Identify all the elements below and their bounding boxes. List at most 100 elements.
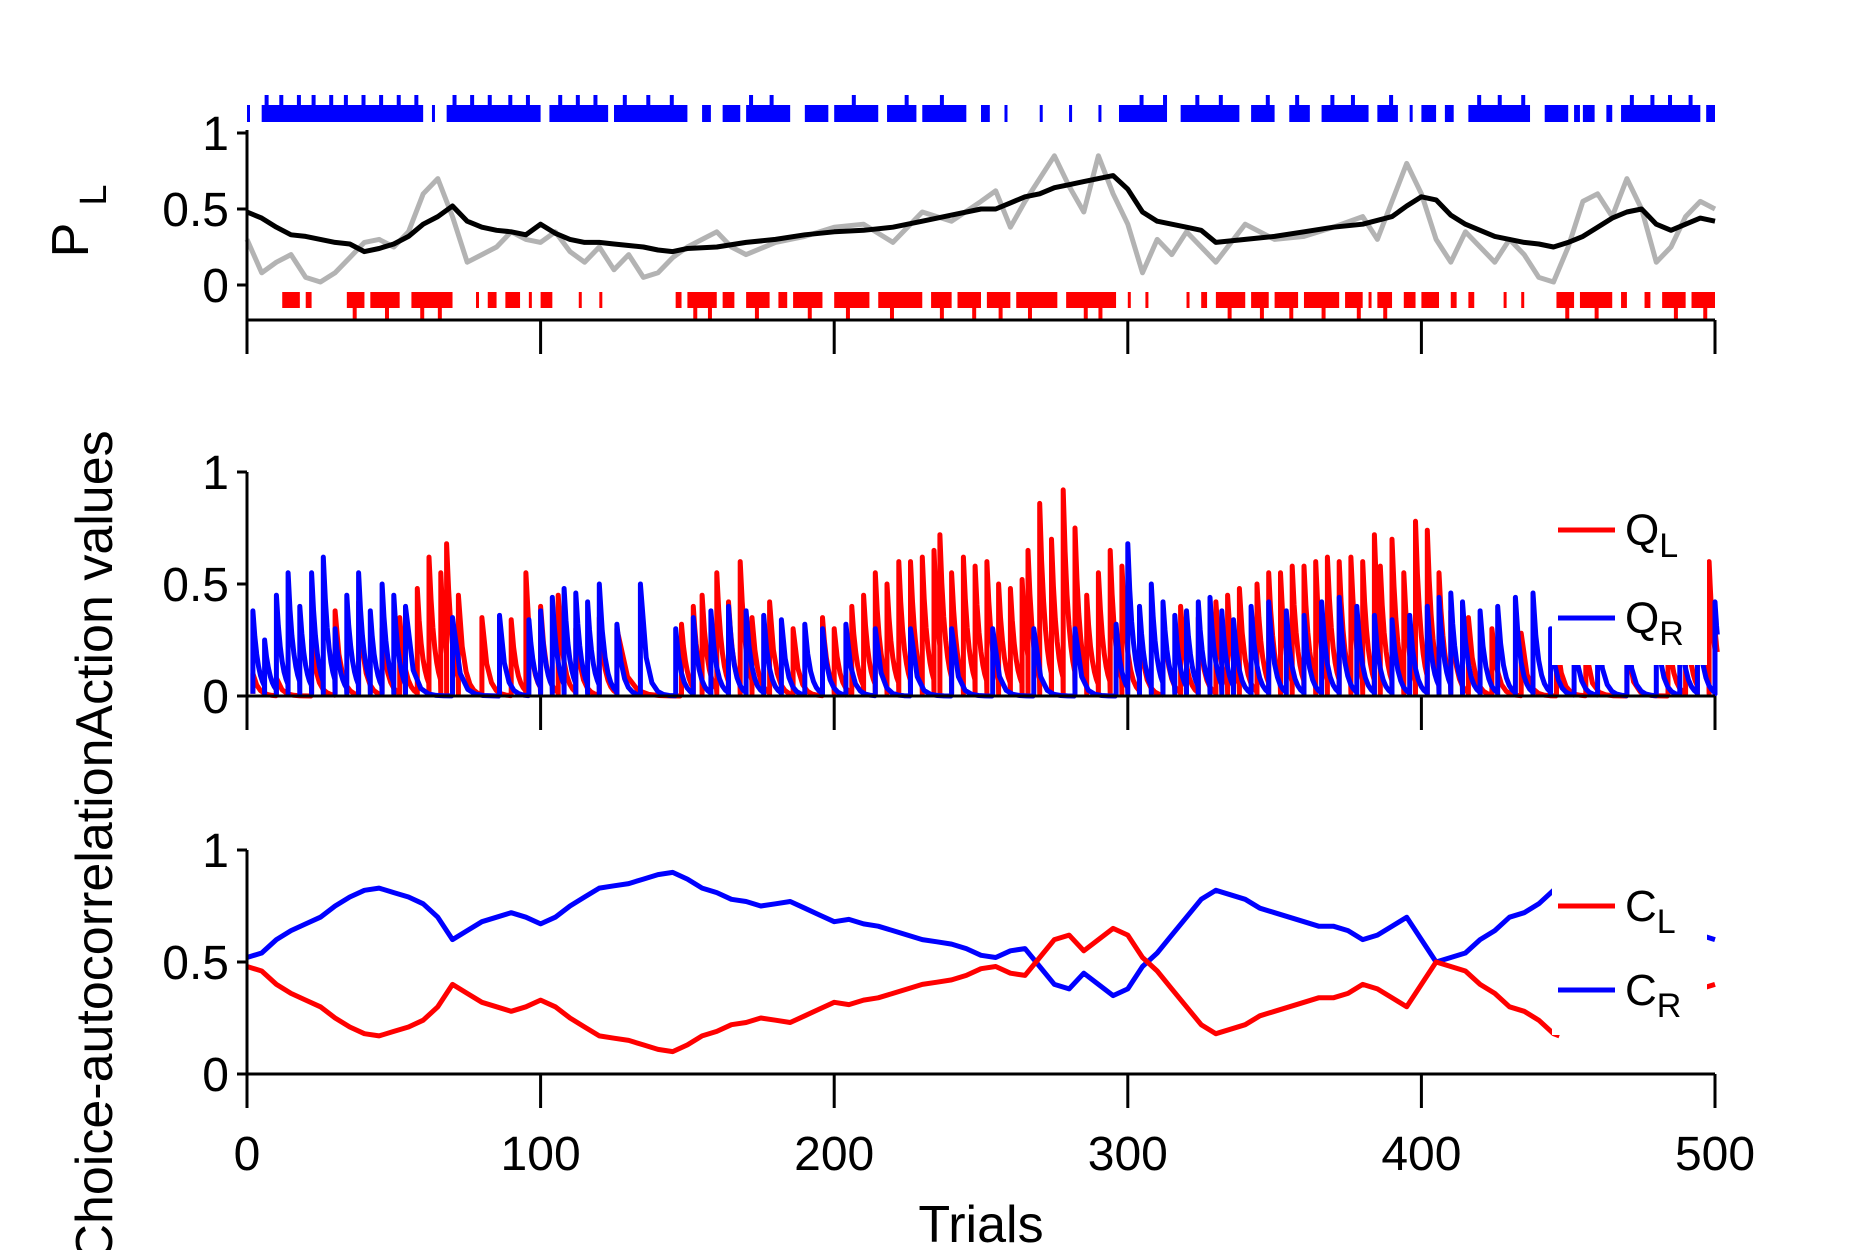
- right-choice-mark: [343, 95, 348, 122]
- legend: CL CR: [1552, 870, 1707, 1035]
- right-choice-mark: [1521, 95, 1526, 122]
- right-choice-mark: [1606, 105, 1613, 122]
- right-choice-mark: [1330, 95, 1335, 122]
- right-choice-mark: [1706, 105, 1715, 122]
- left-choice-mark: [599, 292, 603, 308]
- right-choice-mark: [669, 95, 674, 122]
- left-choice-mark: [889, 292, 894, 320]
- left-choice-mark: [693, 292, 698, 320]
- left-choice-mark: [1066, 292, 1117, 308]
- left-choice-mark: [420, 292, 425, 320]
- x-ticks: [245, 1074, 1717, 1108]
- left-choice-mark: [722, 292, 735, 308]
- right-choice-mark: [593, 95, 598, 122]
- right-choice-mark: [749, 95, 754, 122]
- right-choice-mark: [722, 105, 741, 122]
- y-axis-title: P L: [42, 184, 115, 257]
- left-choice-mark: [1503, 292, 1507, 308]
- y-tick-label: 0: [202, 1049, 229, 1102]
- right-choice-mark: [329, 95, 334, 122]
- series-line-model: [246, 173, 1716, 255]
- y-axis-title: Choice-autocorrelation: [66, 738, 124, 1250]
- right-choice-mark: [1650, 95, 1655, 122]
- right-choice-mark: [1069, 105, 1073, 122]
- left-choice-mark: [1259, 292, 1264, 320]
- right-choice-mark: [431, 105, 435, 122]
- right-choice-mark: [296, 95, 301, 122]
- left-choice-mark: [957, 292, 981, 308]
- panel-choice-probability: 10.50 P L: [42, 95, 1717, 354]
- panel-action-values: 10.50 Action values QL QR: [66, 430, 1720, 740]
- y-tick-label: 1: [202, 108, 229, 161]
- x-tick-label: 200: [794, 1128, 874, 1181]
- right-choice-mark: [887, 105, 917, 122]
- y-ticks: 10.50: [162, 447, 247, 724]
- x-tick-label: 0: [234, 1128, 261, 1181]
- right-choice-mark: [279, 95, 284, 122]
- right-choice-mark: [904, 95, 909, 122]
- legend-label-qr: QR: [1625, 594, 1684, 653]
- y-tick-label: 1: [202, 447, 229, 500]
- left-choice-mark: [528, 292, 532, 308]
- right-choice-mark: [622, 95, 627, 122]
- right-choice-mark: [452, 95, 457, 122]
- y-ticks: 10.50: [162, 108, 247, 313]
- right-choice-mark: [1251, 105, 1275, 122]
- left-choice-mark: [1083, 292, 1088, 320]
- right-choice-mark: [414, 95, 419, 122]
- right-choice-mark: [1582, 105, 1595, 122]
- right-choice-mark: [1265, 95, 1270, 122]
- right-choice-mark: [922, 105, 967, 122]
- right-choice-mark: [470, 95, 475, 122]
- right-choice-mark: [1421, 105, 1437, 122]
- left-choice-mark: [845, 292, 850, 320]
- left-choice-mark: [1289, 292, 1294, 320]
- right-choice-mark: [508, 95, 513, 122]
- left-choice-mark: [1027, 292, 1032, 320]
- left-choice-mark: [352, 292, 357, 320]
- right-choice-mark: [1195, 95, 1200, 122]
- x-ticks: [245, 320, 1717, 354]
- right-choice-mark: [1139, 95, 1144, 122]
- left-choice-mark: [707, 292, 712, 320]
- right-choice-mark: [396, 95, 401, 122]
- y-tick-label: 0: [202, 671, 229, 724]
- right-choice-marks: [247, 95, 1715, 122]
- x-tick-labels: 0 100 200 300 400 500: [234, 1128, 1755, 1181]
- right-choice-mark: [851, 95, 856, 122]
- left-choice-mark: [1321, 292, 1326, 320]
- right-choice-mark: [1377, 105, 1398, 122]
- left-choice-mark: [1450, 292, 1457, 308]
- right-choice-mark: [834, 105, 879, 122]
- right-choice-mark: [1163, 95, 1168, 122]
- left-choice-mark: [1127, 292, 1131, 308]
- left-choice-mark: [754, 292, 759, 320]
- left-choice-mark: [986, 292, 1011, 308]
- left-choice-mark: [476, 292, 480, 308]
- left-choice-mark: [384, 292, 389, 320]
- right-choice-mark: [1477, 95, 1482, 122]
- left-choice-mark: [487, 292, 497, 308]
- left-choice-mark: [1098, 292, 1103, 320]
- x-tick-label: 500: [1675, 1128, 1755, 1181]
- right-choice-mark: [702, 105, 711, 122]
- y-tick-label: 0: [202, 260, 229, 313]
- y-axis-title-sub: L: [73, 184, 115, 205]
- x-tick-label: 300: [1088, 1128, 1168, 1181]
- left-choice-mark: [1227, 292, 1232, 320]
- right-choice-mark: [804, 105, 829, 122]
- left-choice-mark: [1016, 292, 1058, 308]
- left-choice-mark: [998, 292, 1003, 320]
- right-choice-mark: [311, 95, 316, 122]
- legend-label-cl: CL: [1625, 882, 1676, 941]
- left-choice-mark: [282, 292, 300, 308]
- legend-background: [1552, 870, 1707, 1035]
- left-choice-mark: [1594, 292, 1599, 320]
- right-choice-mark: [379, 95, 384, 122]
- x-axis-title: Trials: [918, 1196, 1043, 1250]
- right-choice-mark: [646, 95, 651, 122]
- left-choice-mark: [1644, 292, 1651, 308]
- right-choice-mark: [1668, 95, 1673, 122]
- y-tick-label: 0.5: [162, 559, 229, 612]
